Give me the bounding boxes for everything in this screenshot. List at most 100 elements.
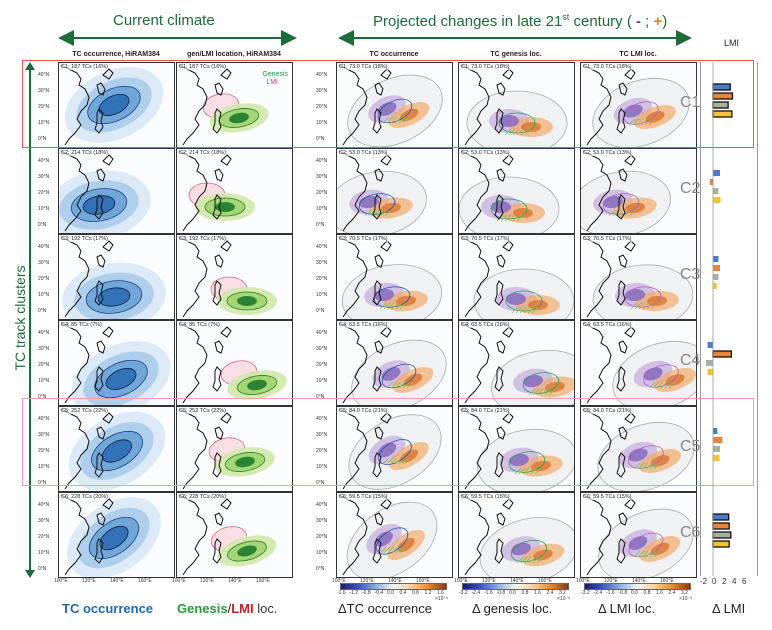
bottom-label-d-lmi: Δ LMI loc.: [598, 601, 656, 616]
significance-hatch: [616, 209, 624, 217]
density-contour: [237, 296, 257, 306]
panel-title: C5: 252 TCs (22%): [179, 408, 226, 414]
lon-tick: 140°E: [510, 578, 524, 584]
colorbar-tick: -0.8: [362, 590, 371, 596]
coastline: [60, 64, 114, 146]
density-contour: [247, 379, 267, 391]
significance-hatch: [668, 381, 676, 389]
coastline: [338, 494, 392, 576]
significance-hatch: [516, 214, 524, 222]
map-panel-c5-col2: C5: 252 TCs (22%): [176, 406, 293, 492]
map-panel-c4-col1: C4: 85 TCs (7%): [58, 320, 175, 406]
significance-hatch: [640, 118, 648, 126]
lat-tick: 20°N: [38, 362, 50, 368]
density-contour: [528, 300, 548, 310]
panel-title: C3: 70.5 TCs (17%): [339, 236, 388, 242]
panel-title: C3: 192 TCs (17%): [61, 236, 108, 242]
map-svg: [60, 64, 164, 146]
lmi-bar: [713, 188, 719, 194]
lat-tick: 40°N: [38, 416, 50, 422]
map-panel-c1-col1: C1: 187 TCs (16%): [58, 62, 175, 148]
lat-tick: 40°N: [316, 416, 328, 422]
lmi-bar: [709, 179, 713, 185]
density-contour: [628, 448, 648, 462]
lat-tick: 20°N: [38, 104, 50, 110]
coastline: [460, 150, 514, 232]
lat-tick: 10°N: [38, 550, 50, 556]
significance-hatch: [531, 306, 539, 314]
significance-hatch: [530, 467, 538, 475]
colorbar-tick: 0.0: [631, 590, 638, 596]
significance-hatch: [544, 388, 552, 396]
colorbar-tick: -2.4: [471, 590, 481, 596]
significance-hatch: [516, 556, 524, 564]
lon-tick: 140°E: [388, 578, 402, 584]
density-contour: [506, 293, 526, 305]
lat-tick: 20°N: [38, 534, 50, 540]
lmi-bar: [713, 170, 721, 176]
map-panel-c2-col5: C2: 53.0 TCs (13%): [580, 148, 697, 234]
colorbar-tick: -0.8: [618, 590, 628, 596]
lon-tick: 140°E: [632, 578, 646, 584]
colorbar-tick: 1.6: [656, 590, 663, 596]
lmi-bar: [713, 265, 721, 271]
projected-text: Projected changes in late 21: [373, 13, 563, 30]
bottom-label-d-occ: ΔTC occurrence: [338, 601, 432, 616]
lat-tick: 30°N: [316, 260, 328, 266]
panel-title: C6: 59.5 TCs (15%): [339, 494, 388, 500]
colorbar-tick: 3.2: [681, 590, 688, 596]
panel-title: C4: 85 TCs (7%): [179, 322, 220, 328]
density-contour: [99, 525, 129, 551]
lmi-bar: [713, 446, 721, 452]
lat-tick: 0°N: [316, 222, 325, 228]
significance-hatch: [406, 381, 414, 389]
lat-tick: 0°N: [38, 136, 47, 142]
significance-hatch: [628, 209, 636, 217]
lat-tick: 10°N: [316, 292, 328, 298]
panel-title: C3: 70.5 TCs (17%): [583, 236, 632, 242]
current-climate-header: Current climate: [113, 12, 215, 29]
significance-hatch: [511, 306, 519, 314]
colorbar-tick: 0.4: [399, 590, 407, 596]
significance-hatch: [518, 467, 526, 475]
coastline: [460, 64, 514, 146]
lat-tick: 0°N: [316, 394, 325, 400]
panel-title: C2: 214 TCs (18%): [61, 150, 108, 156]
coastline: [582, 494, 636, 576]
map-panel-c6-col2: C6: 228 TCs (20%): [176, 492, 293, 578]
c5-highlight-box: [22, 398, 754, 486]
lmi-bar-panel: [700, 62, 758, 576]
map-svg: [60, 236, 166, 319]
projected-end: ): [662, 13, 668, 30]
coastline: [60, 408, 114, 490]
significance-hatch: [390, 116, 398, 124]
lat-tick: 0°N: [316, 136, 325, 142]
lat-tick: 0°N: [38, 394, 47, 400]
significance-hatch: [641, 462, 649, 470]
map-panel-c1-col4: C1: 73.0 TCs (18%): [458, 62, 575, 148]
lat-tick: 0°N: [38, 480, 47, 486]
bottom-genesis: Genesis: [177, 601, 228, 616]
lon-tick: 100°E: [576, 578, 590, 584]
map-svg: [178, 236, 277, 318]
colorbar-scale: ×10⁻³: [557, 596, 570, 602]
significance-hatch: [508, 128, 516, 136]
lat-tick: 10°N: [316, 550, 328, 556]
significance-hatch: [514, 467, 522, 475]
lon-tick: 160°E: [138, 578, 152, 584]
panel-title: C5: 84.0 TCs (21%): [461, 408, 510, 414]
significance-hatch: [398, 381, 406, 389]
significance-hatch: [386, 116, 394, 124]
significance-hatch: [536, 388, 544, 396]
colorbar-tick: 1.6: [534, 590, 541, 596]
significance-hatch: [620, 209, 628, 217]
lat-tick: 0°N: [38, 566, 47, 572]
lat-tick: 0°N: [38, 222, 47, 228]
lmi-bar: [712, 110, 733, 118]
colorbar-tick: -3.2: [581, 590, 590, 596]
significance-hatch: [528, 388, 536, 396]
lat-tick: 40°N: [38, 502, 50, 508]
colorbar-tick: 0.8: [643, 590, 651, 596]
map-panel-c6-col4: C6: 59.5 TCs (15%): [458, 492, 575, 578]
panel-title: C1: 73.0 TCs (18%): [461, 64, 510, 70]
